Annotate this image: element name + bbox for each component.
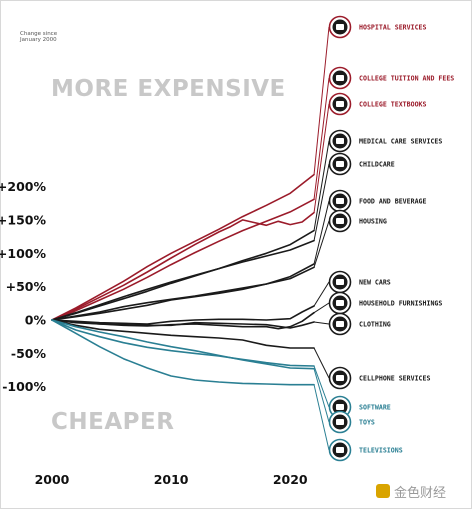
region-label-cheaper: CHEAPER xyxy=(51,409,174,435)
series-line-cellphone-services xyxy=(51,319,315,349)
series-line-toys xyxy=(51,319,315,370)
series-line-clothing xyxy=(51,319,315,329)
series-label-clothing: CLOTHING xyxy=(359,321,391,329)
connector-household-furnishings xyxy=(313,302,330,314)
series-lines xyxy=(51,26,330,451)
series-line-housing xyxy=(51,266,315,321)
sofa-icon xyxy=(328,291,352,315)
x-tick-2000: 2000 xyxy=(35,472,70,487)
series-label-food-and-beverage: FOOD AND BEVERAGE xyxy=(359,198,427,206)
x-axis: 2000 2010 2020 xyxy=(35,472,308,487)
y-tick-50: +50% xyxy=(6,279,47,294)
connector-hospital-services xyxy=(313,26,330,175)
series-icons xyxy=(328,15,352,462)
x-tick-2010: 2010 xyxy=(154,472,189,487)
series-label-medical-care-services: MEDICAL CARE SERVICES xyxy=(359,138,442,146)
y-axis: +200% +150% +100% +50% 0% -50% -100% xyxy=(0,179,46,394)
connector-housing xyxy=(313,220,330,268)
y-tick-0: 0% xyxy=(25,313,47,328)
series-label-hospital-services: HOSPITAL SERVICES xyxy=(359,24,427,32)
connector-college-tuition-and-fees xyxy=(313,77,330,200)
y-tick-50: -50% xyxy=(11,346,47,361)
series-label-new-cars: NEW CARS xyxy=(359,279,391,287)
series-label-cellphone-services: CELLPHONE SERVICES xyxy=(359,375,430,383)
connector-new-cars xyxy=(313,281,330,307)
series-label-household-furnishings: HOUSEHOLD FURNISHINGS xyxy=(359,300,442,308)
series-label-college-textbooks: COLLEGE TEXTBOOKS xyxy=(359,101,427,109)
series-label-housing: HOUSING xyxy=(359,218,387,226)
series-label-televisions: TELEVISIONS xyxy=(359,447,403,455)
series-label-childcare: CHILDCARE xyxy=(359,161,395,169)
connector-televisions xyxy=(313,384,330,451)
x-tick-2020: 2020 xyxy=(273,472,308,487)
y-axis-note-line1: Change since xyxy=(20,31,58,37)
watermark: 金色财经 xyxy=(376,480,466,502)
series-line-childcare xyxy=(51,239,315,321)
y-axis-note-line2: January 2000 xyxy=(19,37,57,43)
series-labels: HOSPITAL SERVICES COLLEGE TUITION AND FEE… xyxy=(359,24,454,455)
series-line-televisions xyxy=(51,319,315,386)
house-icon xyxy=(328,209,352,233)
series-label-software: SOFTWARE xyxy=(359,404,391,412)
y-axis-note: Change since January 2000 xyxy=(19,31,58,43)
connector-toys xyxy=(313,368,330,423)
series-line-college-textbooks xyxy=(51,211,315,321)
cellphone-icon xyxy=(328,366,352,390)
connector-cellphone-services xyxy=(313,347,330,379)
series-line-new-cars xyxy=(51,305,315,325)
series-label-toys: TOYS xyxy=(359,419,375,427)
connector-food-and-beverage xyxy=(313,200,330,265)
connector-clothing xyxy=(313,321,330,325)
medical-kit-icon xyxy=(328,129,352,153)
series-line-food-and-beverage xyxy=(51,263,315,321)
watermark-text: 金色财经 xyxy=(394,485,447,501)
series-line-college-tuition-and-fees xyxy=(51,198,315,321)
shirt-icon xyxy=(328,312,352,336)
connector-medical-care-services xyxy=(313,140,330,231)
television-icon xyxy=(328,438,352,462)
connector-childcare xyxy=(313,163,330,241)
teddy-bear-icon xyxy=(328,410,352,434)
series-line-hospital-services xyxy=(51,173,315,321)
textbooks-icon xyxy=(328,92,352,116)
stroller-icon xyxy=(328,152,352,176)
region-label-more-expensive: MORE EXPENSIVE xyxy=(51,76,286,102)
y-tick-100: +100% xyxy=(0,246,46,261)
series-line-software xyxy=(51,319,315,367)
watermark-logo-icon xyxy=(376,484,390,498)
connector-software xyxy=(313,365,330,408)
food-icon xyxy=(328,189,352,213)
hospital-icon xyxy=(328,15,352,39)
car-icon xyxy=(328,270,352,294)
series-line-medical-care-services xyxy=(51,229,315,321)
y-tick-100: -100% xyxy=(2,379,46,394)
series-label-college-tuition-and-fees: COLLEGE TUITION AND FEES xyxy=(359,75,454,83)
connector-college-textbooks xyxy=(313,103,330,213)
y-tick-200: +200% xyxy=(0,179,46,194)
graduation-cap-icon xyxy=(328,66,352,90)
y-tick-150: +150% xyxy=(0,212,46,227)
